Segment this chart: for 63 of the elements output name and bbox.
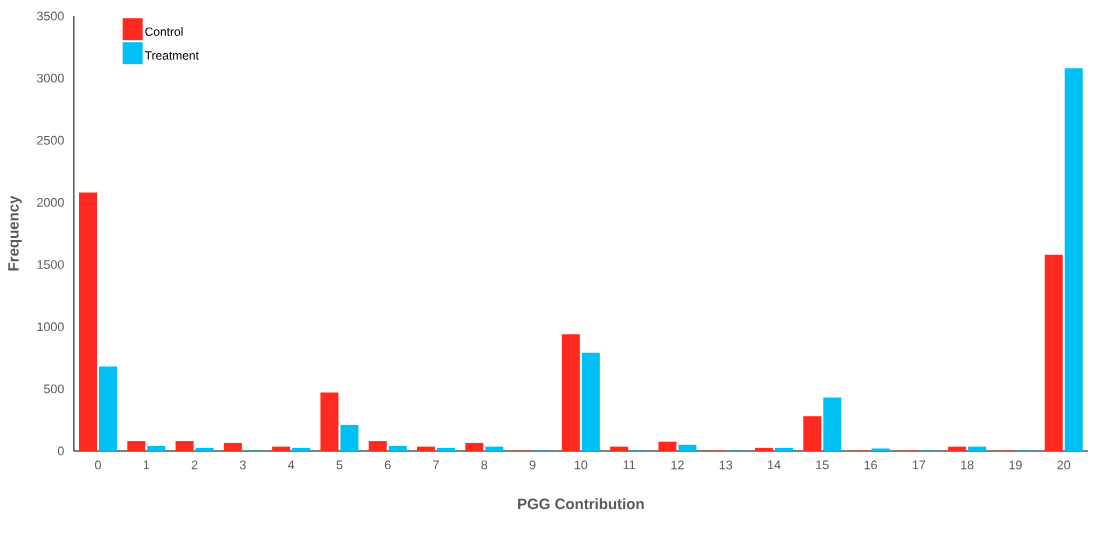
x-tick-label: 18	[961, 460, 974, 470]
bar	[272, 446, 291, 451]
legend-label: Control	[145, 27, 183, 36]
bar	[485, 446, 504, 451]
x-tick-label: 16	[864, 460, 877, 470]
bar	[292, 447, 311, 451]
x-tick-label: 1	[143, 460, 150, 470]
x-tick-label: 2	[191, 460, 198, 470]
x-tick-label: 15	[816, 460, 829, 470]
x-tick-label: 19	[1009, 460, 1022, 470]
bar	[1064, 68, 1083, 451]
y-tick-label: 3500	[37, 11, 64, 21]
bar	[610, 446, 629, 451]
x-tick-label: 0	[95, 460, 101, 470]
x-tick-label: 7	[433, 460, 439, 470]
bar	[948, 446, 967, 451]
bar	[803, 416, 822, 451]
y-axis-title: Frequency	[8, 195, 22, 271]
y-tick-label: 1500	[37, 260, 64, 269]
x-tick-label: 13	[719, 460, 733, 470]
x-tick-label: 17	[912, 460, 926, 470]
x-tick-label: 6	[384, 460, 391, 470]
x-tick-label: 10	[574, 460, 588, 470]
bar	[99, 366, 117, 451]
bar	[195, 447, 214, 451]
bar	[175, 441, 194, 451]
y-tick-label: 3000	[37, 73, 64, 83]
bar	[127, 441, 146, 451]
legend-label: Treatment	[144, 51, 199, 60]
x-tick-label: 8	[481, 460, 488, 470]
bar	[465, 442, 484, 451]
bar	[79, 192, 97, 451]
y-tick-label: 0	[57, 446, 64, 456]
x-tick-label: 20	[1057, 460, 1071, 470]
bar	[368, 441, 387, 451]
bar	[775, 447, 793, 451]
bar	[417, 446, 435, 451]
x-tick-label: 5	[336, 460, 343, 470]
bar	[1044, 254, 1063, 451]
x-tick-label: 3	[239, 460, 246, 470]
bar	[658, 441, 677, 451]
bar	[340, 424, 359, 451]
x-tick-label: 12	[671, 460, 684, 470]
bar	[320, 392, 339, 451]
y-tick-label: 1000	[37, 322, 64, 332]
x-tick-label: 11	[623, 460, 636, 470]
y-tick-label: 2000	[37, 197, 64, 207]
bar	[437, 447, 455, 451]
x-axis-title: PGG Contribution	[518, 498, 644, 510]
bar	[823, 397, 842, 451]
bar	[755, 447, 773, 451]
bar	[388, 446, 407, 451]
y-tick-label: 2500	[37, 135, 64, 145]
bar	[968, 446, 987, 451]
bar	[223, 442, 242, 451]
bar	[581, 352, 600, 451]
bar	[678, 444, 697, 451]
bar	[147, 446, 166, 451]
y-tick-label: 500	[43, 384, 64, 394]
x-tick-label: 14	[768, 460, 781, 470]
x-tick-label: 4	[287, 460, 295, 470]
bar	[561, 334, 580, 451]
x-tick-label: 9	[529, 460, 536, 470]
